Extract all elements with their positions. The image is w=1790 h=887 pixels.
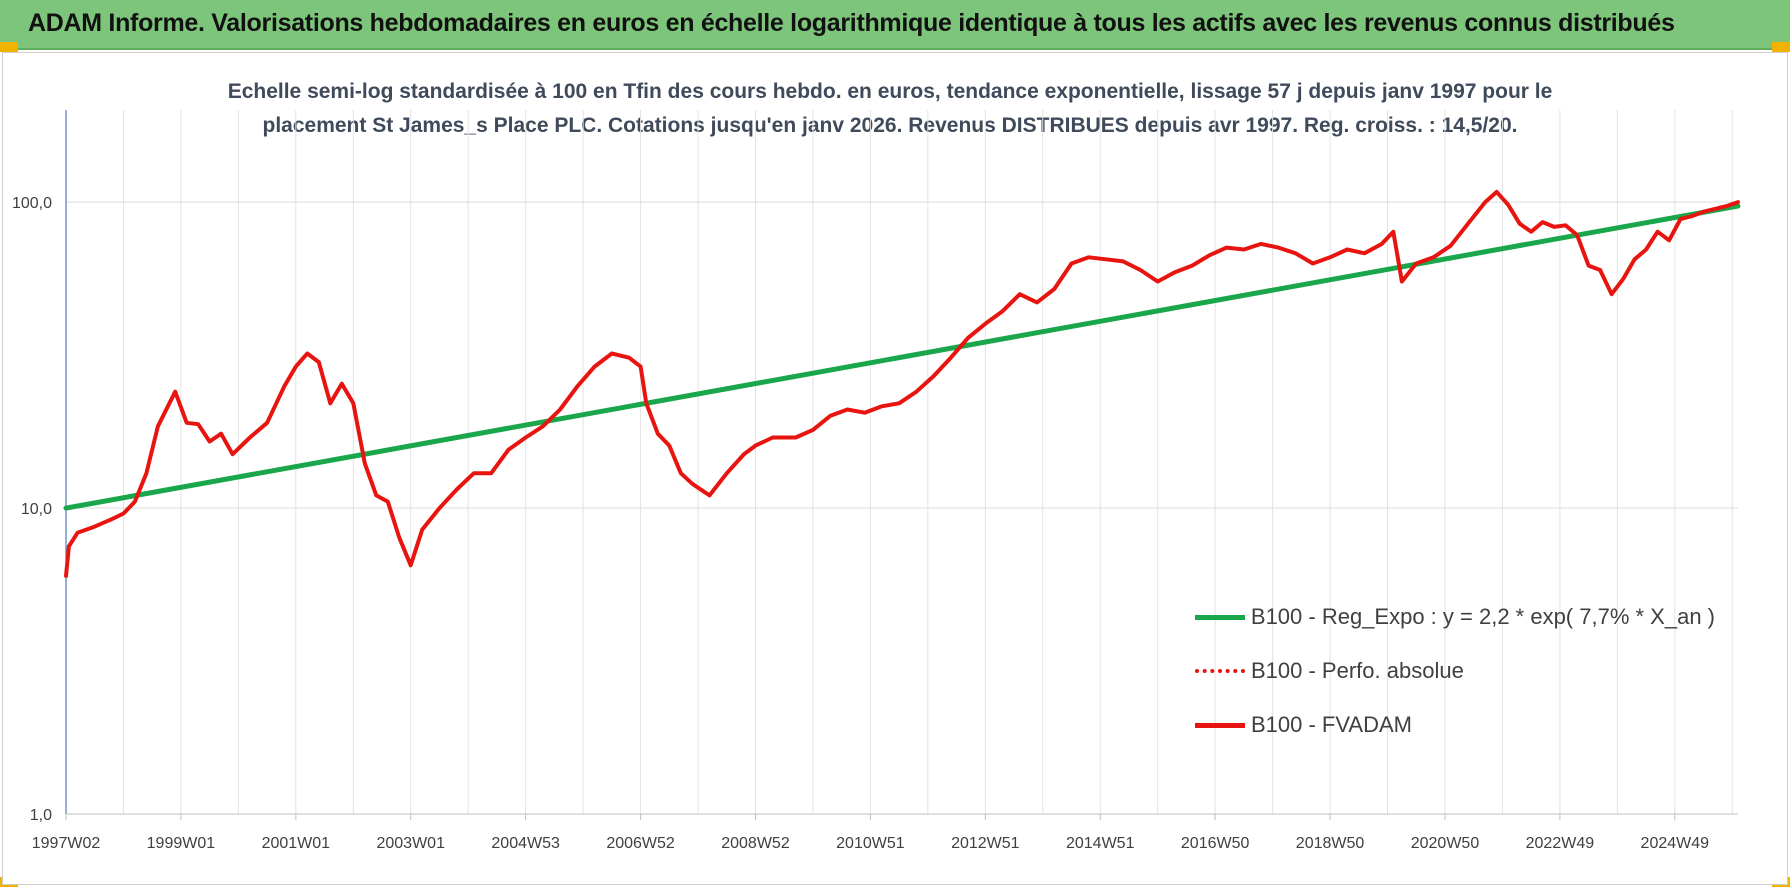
legend-swatch-perfo-absolue [1195,669,1245,673]
legend-label-perfo-absolue: B100 - Perfo. absolue [1251,658,1464,683]
banner-title: ADAM Informe. Valorisations hebdomadaire… [28,9,1675,37]
x-tick-label: 2014W51 [1066,835,1135,852]
legend-item-perfo-absolue: B100 - Perfo. absolue [1195,644,1715,698]
x-tick-label: 2024W49 [1641,835,1710,852]
chart-area [2,52,1788,885]
x-tick-label: 2016W50 [1181,835,1250,852]
x-tick-label: 2003W01 [376,835,445,852]
legend-swatch-fvadam [1195,722,1245,728]
corner-marker-top-right [1772,42,1790,52]
series-regression-line [63,203,1741,511]
x-tick-label: 2004W53 [491,835,560,852]
legend-item-regression: B100 - Reg_Expo : y = 2,2 * exp( 7,7% * … [1195,590,1715,644]
x-tick-label: 2008W52 [721,835,790,852]
x-tick-label: 2022W49 [1526,835,1595,852]
legend-label-regression: B100 - Reg_Expo : y = 2,2 * exp( 7,7% * … [1250,604,1715,629]
x-tick-label: 2020W50 [1411,835,1480,852]
title-banner: ADAM Informe. Valorisations hebdomadaire… [0,0,1790,50]
x-tick-label: 2006W52 [606,835,675,852]
series-fvadam-line [64,189,1740,578]
chart-title-line-2: placement St James_s Place PLC. Cotation… [262,114,1518,137]
x-tick-label: 2012W51 [951,835,1020,852]
chart-title: Echelle semi-log standardisée à 100 en T… [140,75,1640,143]
legend-label-fvadam: B100 - FVADAM [1251,712,1412,737]
x-tick-label: 2018W50 [1296,835,1365,852]
y-tick-label: 1,0 [30,807,52,824]
chart-legend: B100 - Reg_Expo : y = 2,2 * exp( 7,7% * … [1195,590,1715,752]
y-tick-label: 10,0 [21,501,52,518]
y-tick-label: 100,0 [12,195,52,212]
x-tick-label: 1997W02 [32,835,101,852]
x-tick-label: 2010W51 [836,835,905,852]
chart-title-line-1: Echelle semi-log standardisée à 100 en T… [227,80,1553,103]
x-tick-label: 2001W01 [262,835,331,852]
corner-marker-top-left [0,42,18,52]
legend-item-fvadam: B100 - FVADAM [1195,698,1715,752]
legend-swatch-regression [1195,614,1245,620]
x-tick-label: 1999W01 [147,835,216,852]
